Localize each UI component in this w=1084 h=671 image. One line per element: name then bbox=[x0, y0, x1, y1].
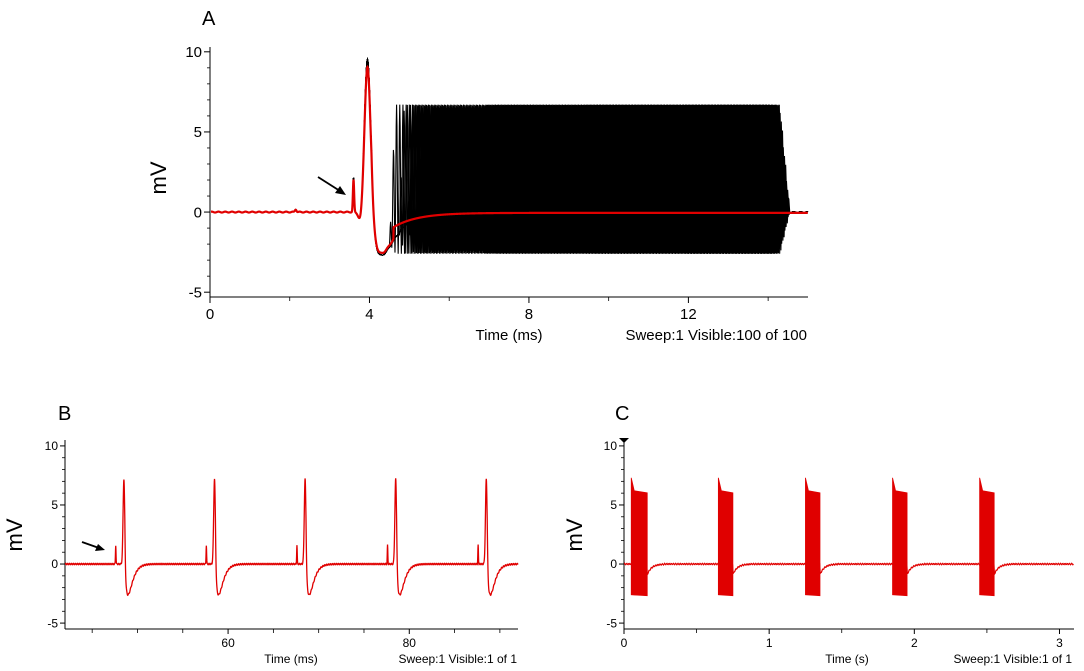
panel-a-x-tick-label: 0 bbox=[206, 306, 214, 323]
panel-c-x-tick-label: 1 bbox=[766, 636, 773, 650]
panel-b-trace-line bbox=[65, 478, 519, 597]
panel-c-burst bbox=[717, 477, 734, 597]
panel-c-axis-marker bbox=[619, 438, 629, 443]
panel-c-trace bbox=[624, 477, 1074, 597]
panel-b-trace bbox=[65, 478, 519, 597]
panel-c-burst bbox=[979, 477, 995, 597]
panel-b-y-tick-label: 0 bbox=[51, 557, 58, 571]
panel-b-xlabel: Time (ms) bbox=[264, 652, 318, 666]
panel-a-x-tick-label: 8 bbox=[525, 306, 533, 323]
panel-b-x-tick-label: 60 bbox=[221, 636, 235, 650]
panel-b-arrow bbox=[81, 541, 105, 551]
panel-c-burst bbox=[892, 477, 908, 597]
panel-c-burst bbox=[805, 477, 821, 597]
panel-c-y-tick-label: -5 bbox=[606, 616, 617, 630]
panel-a-x-tick-label: 12 bbox=[680, 306, 697, 323]
panel-a-y-tick-label: -5 bbox=[189, 284, 202, 301]
panel-c-axes: -5 0 5 10 0 1 2 3 bbox=[604, 438, 1074, 650]
panel-b: B mV -5 0 5 10 60 80 Time (ms) Sweep:1 Visibl… bbox=[2, 403, 519, 666]
panel-c: C mV -5 0 5 10 0 1 2 3 Time (s) Sweep:1 Visible… bbox=[562, 403, 1074, 666]
panel-b-y-tick-label: -5 bbox=[47, 616, 58, 630]
panel-c-x-tick-label: 0 bbox=[621, 636, 628, 650]
panel-b-axes: -5 0 5 10 60 80 bbox=[45, 439, 518, 650]
panel-c-y-tick-label: 5 bbox=[610, 498, 617, 512]
panel-a-highlight-sweep-line bbox=[211, 64, 808, 254]
panel-a-y-tick-label: 5 bbox=[194, 124, 202, 141]
panel-b-sweep-info: Sweep:1 Visible:1 of 1 bbox=[398, 652, 517, 666]
panel-c-sweep-info: Sweep:1 Visible:1 of 1 bbox=[953, 652, 1072, 666]
panel-c-letter: C bbox=[615, 403, 629, 425]
panel-a-x-tick-label: 4 bbox=[365, 306, 373, 323]
panel-a-traces bbox=[211, 57, 809, 256]
panel-c-y-tick-label: 10 bbox=[604, 439, 618, 453]
panel-b-y-tick-label: 10 bbox=[45, 439, 59, 453]
panel-b-x-tick-label: 80 bbox=[403, 636, 417, 650]
panel-b-ylabel: mV bbox=[2, 518, 27, 551]
panel-a-sweep-info: Sweep:1 Visible:100 of 100 bbox=[625, 327, 807, 344]
panel-c-baseline-line bbox=[624, 561, 1074, 576]
panel-a-letter: A bbox=[202, 8, 216, 30]
panel-c-ylabel: mV bbox=[562, 518, 587, 551]
panel-c-burst bbox=[630, 477, 648, 597]
panel-b-y-tick-label: 5 bbox=[51, 498, 58, 512]
panel-a-xlabel: Time (ms) bbox=[476, 327, 543, 344]
panel-c-x-tick-label: 2 bbox=[911, 636, 918, 650]
panel-a-y-tick-label: 0 bbox=[194, 204, 202, 221]
panel-a-ylabel: mV bbox=[146, 161, 171, 194]
panel-c-x-tick-label: 3 bbox=[1056, 636, 1063, 650]
panel-a-y-tick-label: 10 bbox=[185, 44, 202, 61]
panel-a-arrow bbox=[317, 176, 346, 195]
panel-c-y-tick-label: 0 bbox=[610, 557, 617, 571]
panel-b-letter: B bbox=[58, 403, 71, 425]
panel-c-xlabel: Time (s) bbox=[825, 652, 869, 666]
